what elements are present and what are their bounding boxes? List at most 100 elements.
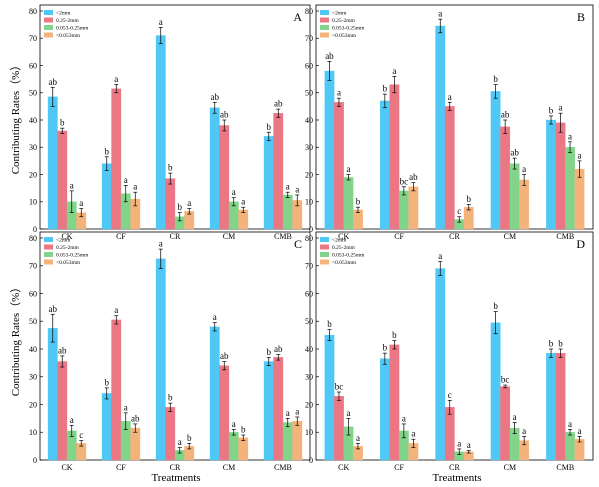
- y-tick-label: 10: [305, 198, 313, 207]
- significance-label: b: [105, 146, 110, 156]
- significance-label: bc: [335, 382, 344, 392]
- y-tick-label: 0: [33, 225, 37, 234]
- bar: [57, 130, 68, 230]
- x-tick-label: CF: [116, 232, 126, 241]
- significance-label: a: [522, 164, 526, 174]
- panel-letter: B: [577, 10, 585, 24]
- significance-label: a: [411, 429, 415, 439]
- x-tick-label: CF: [116, 463, 126, 472]
- bar: [389, 344, 400, 461]
- significance-label: a: [178, 437, 182, 447]
- significance-label: b: [105, 377, 110, 387]
- bar: [282, 194, 293, 230]
- bar: [263, 361, 274, 461]
- significance-label: a: [522, 426, 526, 436]
- bar: [219, 125, 230, 230]
- significance-label: b: [267, 122, 272, 132]
- bar: [490, 322, 501, 461]
- y-tick-label: 60: [305, 289, 313, 298]
- y-tick-label: 60: [29, 61, 37, 70]
- significance-label: a: [241, 197, 245, 207]
- significance-label: b: [267, 347, 272, 357]
- x-tick-label: CR: [449, 232, 460, 241]
- bar: [165, 407, 176, 461]
- significance-label: b: [493, 74, 498, 84]
- significance-label: b: [60, 118, 65, 128]
- y-tick-label: 40: [29, 116, 37, 125]
- bar: [324, 334, 335, 461]
- bar: [463, 207, 474, 230]
- y-tick-label: 30: [305, 373, 313, 382]
- y-tick-label: 10: [29, 198, 37, 207]
- bar: [444, 407, 455, 461]
- significance-label: ab: [501, 110, 510, 120]
- bar: [435, 268, 446, 461]
- y-tick-label: 70: [305, 34, 313, 43]
- bar: [555, 353, 566, 461]
- legend-swatch: [320, 244, 329, 250]
- significance-label: b: [168, 393, 173, 403]
- bar: [111, 88, 122, 230]
- y-tick-label: 30: [305, 143, 313, 152]
- bar: [334, 102, 344, 230]
- legend-swatch: [320, 32, 329, 38]
- y-tick-label: 0: [33, 456, 37, 465]
- bar: [228, 432, 239, 461]
- significance-label: a: [159, 17, 163, 27]
- x-tick-label: CM: [223, 232, 235, 241]
- y-tick-label: 80: [29, 7, 37, 16]
- bar: [546, 353, 556, 461]
- bar: [165, 178, 176, 230]
- x-tick-label: CK: [338, 232, 349, 241]
- bar: [500, 386, 511, 461]
- legend-label: <2mm: [332, 238, 347, 244]
- y-tick-label: 20: [305, 170, 313, 179]
- significance-label: c: [457, 206, 461, 216]
- y-tick-label: 50: [29, 89, 37, 98]
- bar: [389, 84, 400, 230]
- y-tick-label: 30: [29, 143, 37, 152]
- x-tick-label: CM: [504, 463, 516, 472]
- significance-label: b: [392, 330, 397, 340]
- legend-swatch: [320, 237, 329, 242]
- y-axis-title-bottom: Contributing Rates（%）: [9, 282, 22, 397]
- significance-label: b: [241, 425, 246, 435]
- significance-label: a: [124, 402, 128, 412]
- significance-label: b: [356, 197, 361, 207]
- significance-label: a: [124, 175, 128, 185]
- y-tick-label: 20: [29, 400, 37, 409]
- bar: [444, 106, 455, 230]
- significance-label: a: [568, 131, 572, 141]
- x-tick-label: CMB: [274, 463, 292, 472]
- significance-label: ab: [49, 304, 58, 314]
- y-tick-label: 20: [29, 170, 37, 179]
- significance-label: a: [187, 198, 191, 208]
- x-tick-label: CM: [504, 232, 516, 241]
- panel-letter: A: [293, 10, 302, 24]
- significance-label: a: [578, 150, 582, 160]
- legend-label: 0.25-2mm: [332, 245, 355, 251]
- significance-label: a: [70, 415, 74, 425]
- significance-label: b: [383, 343, 388, 353]
- x-tick-label: CK: [61, 232, 72, 241]
- legend-label: <2mm: [56, 11, 71, 17]
- significance-label: a: [70, 180, 74, 190]
- significance-label: ab: [49, 77, 58, 87]
- legend-label: <0.053mm: [332, 33, 357, 39]
- significance-label: ab: [220, 351, 229, 361]
- bar: [273, 357, 284, 461]
- significance-label: a: [392, 66, 396, 76]
- bar: [565, 147, 575, 230]
- significance-label: b: [178, 202, 183, 212]
- bar: [47, 328, 58, 461]
- significance-label: ab: [409, 172, 418, 182]
- significance-label: bc: [501, 375, 510, 385]
- significance-label: b: [493, 301, 498, 311]
- significance-label: a: [346, 164, 350, 174]
- significance-label: a: [467, 440, 471, 450]
- bar: [490, 91, 501, 230]
- significance-label: b: [187, 433, 192, 443]
- bar: [379, 358, 390, 461]
- y-tick-label: 40: [305, 345, 313, 354]
